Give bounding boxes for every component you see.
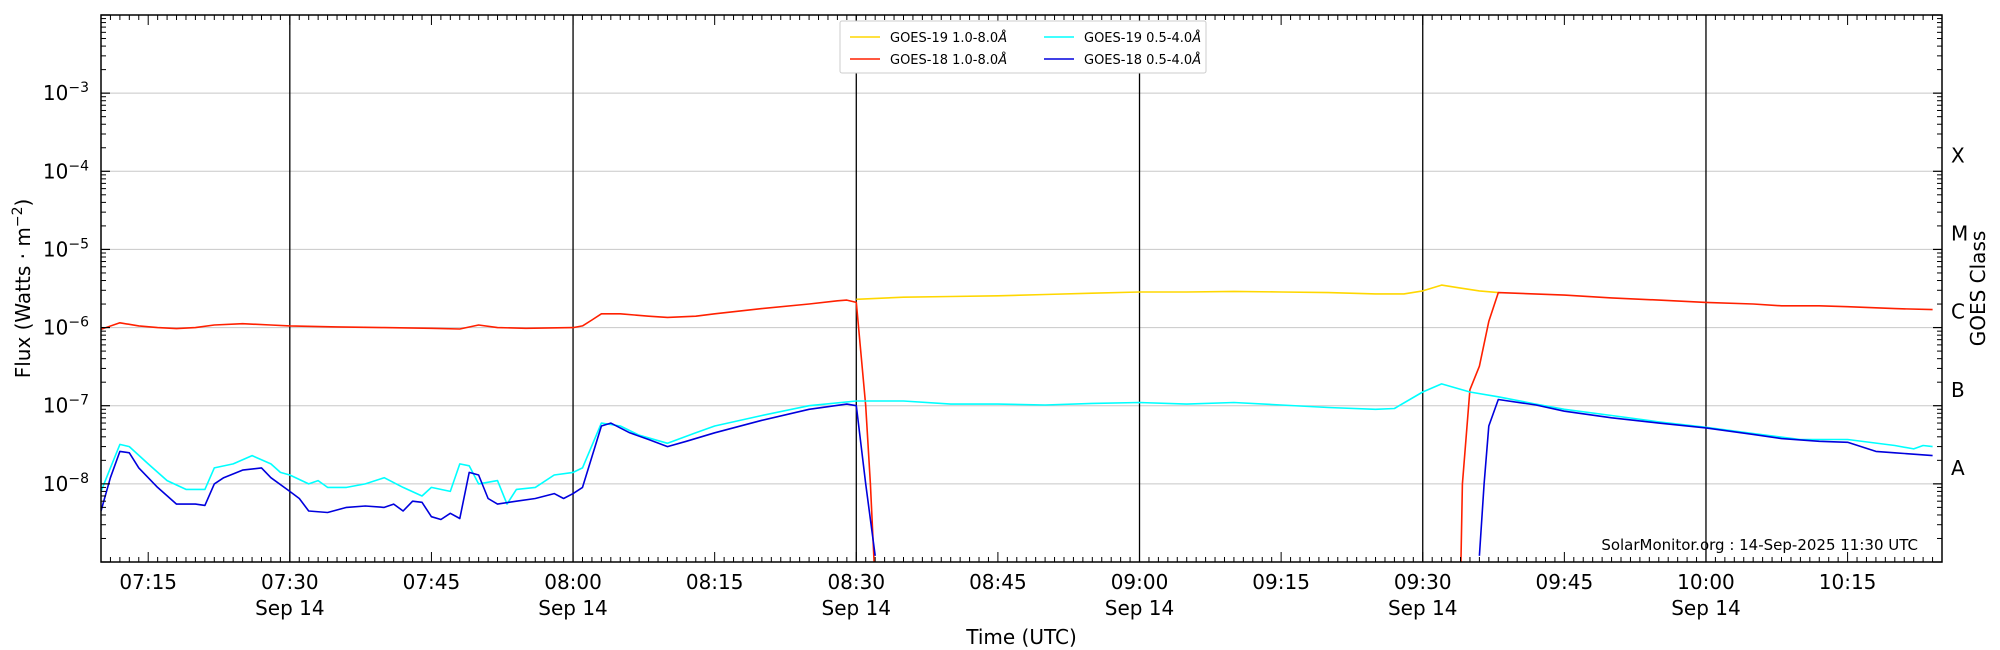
legend-label: GOES-19 0.5-4.0Å bbox=[1084, 30, 1201, 46]
x-tick-date-label: Sep 14 bbox=[1105, 596, 1175, 620]
x-tick-label: 09:45 bbox=[1536, 570, 1594, 594]
goes-class-labels: A B C M X bbox=[1951, 143, 1968, 480]
y-tick-exponent: −8 bbox=[68, 471, 89, 487]
legend-label-text: GOES-18 0.5-4.0 bbox=[1084, 53, 1192, 68]
y-tick-label: 10−3 bbox=[43, 80, 89, 105]
legend-label-text: GOES-18 1.0-8.0 bbox=[890, 53, 998, 68]
y-axis-title-close: ) bbox=[11, 199, 35, 207]
series-line bbox=[101, 383, 1933, 505]
legend-label-angstrom: Å bbox=[997, 30, 1007, 46]
x-tick-label: 07:45 bbox=[403, 570, 461, 594]
x-tick-date-label: Sep 14 bbox=[1388, 596, 1458, 620]
x-tick-date-label: Sep 14 bbox=[255, 596, 325, 620]
y-axis-title: Flux (Watts · m−2) bbox=[10, 199, 35, 379]
y-axis-ticks: 10−810−710−610−510−410−3 bbox=[43, 14, 1942, 563]
series-line bbox=[101, 299, 875, 562]
x-tick-label: 08:30 bbox=[827, 570, 885, 594]
goes-class-axis-title: GOES Class bbox=[1966, 231, 1990, 347]
grid-layer bbox=[101, 92, 1942, 485]
x-tick-label: 07:15 bbox=[119, 570, 177, 594]
y-tick-exponent: −7 bbox=[68, 393, 89, 409]
x-tick-label: 08:45 bbox=[969, 570, 1027, 594]
legend-box bbox=[839, 20, 1207, 74]
legend-label-angstrom: Å bbox=[997, 52, 1007, 68]
x-tick-label: 10:00 bbox=[1677, 570, 1735, 594]
y-tick-label: 10−8 bbox=[43, 471, 89, 496]
y-tick-base: 10 bbox=[43, 394, 68, 418]
y-tick-exponent: −6 bbox=[68, 315, 89, 331]
legend-label-angstrom: Å bbox=[1191, 30, 1201, 46]
x-tick-label: 09:00 bbox=[1111, 570, 1169, 594]
y-tick-exponent: −4 bbox=[68, 158, 89, 174]
y-tick-exponent: −5 bbox=[68, 236, 89, 252]
series-line bbox=[856, 284, 1499, 301]
goes-class-label: B bbox=[1951, 378, 1965, 402]
y-tick-base: 10 bbox=[43, 159, 68, 183]
y-tick-base: 10 bbox=[43, 472, 68, 496]
plot-frame bbox=[100, 14, 1943, 563]
x-tick-label: 10:15 bbox=[1819, 570, 1877, 594]
y-axis-title-main: Flux (Watts · m bbox=[11, 227, 35, 378]
y-tick-label: 10−4 bbox=[43, 158, 89, 183]
x-tick-label: 07:30 bbox=[261, 570, 319, 594]
legend-label: GOES-18 1.0-8.0Å bbox=[890, 52, 1007, 68]
y-tick-label: 10−6 bbox=[43, 315, 89, 340]
x-tick-date-label: Sep 14 bbox=[538, 596, 608, 620]
goes-class-label: M bbox=[1951, 221, 1968, 245]
x-tick-label: 09:30 bbox=[1394, 570, 1452, 594]
y-tick-label: 10−5 bbox=[43, 236, 89, 261]
x-tick-date-label: Sep 14 bbox=[822, 596, 892, 620]
legend-label-text: GOES-19 0.5-4.0 bbox=[1084, 31, 1192, 46]
goes-class-label: C bbox=[1951, 300, 1965, 324]
y-tick-base: 10 bbox=[43, 316, 68, 340]
vertical-time-lines bbox=[289, 15, 1707, 562]
y-tick-base: 10 bbox=[43, 81, 68, 105]
x-tick-label: 08:00 bbox=[544, 570, 602, 594]
legend-label: GOES-19 1.0-8.0Å bbox=[890, 30, 1007, 46]
x-axis-title: Time (UTC) bbox=[965, 625, 1077, 649]
y-tick-base: 10 bbox=[43, 237, 68, 261]
goes-class-label: X bbox=[1951, 143, 1965, 167]
x-tick-label: 09:15 bbox=[1252, 570, 1310, 594]
series-layer bbox=[101, 284, 1933, 562]
y-axis-title-exponent: −2 bbox=[10, 207, 26, 228]
x-tick-label: 08:15 bbox=[686, 570, 744, 594]
credit-text: SolarMonitor.org : 14-Sep-2025 11:30 UTC bbox=[1601, 536, 1918, 554]
y-tick-label: 10−7 bbox=[43, 393, 89, 418]
legend-label: GOES-18 0.5-4.0Å bbox=[1084, 52, 1201, 68]
series-line bbox=[1478, 398, 1933, 556]
y-tick-exponent: −3 bbox=[68, 80, 89, 96]
series-line bbox=[101, 403, 876, 556]
legend-label-angstrom: Å bbox=[1191, 52, 1201, 68]
legend-label-text: GOES-19 1.0-8.0 bbox=[890, 31, 998, 46]
goes-class-label: A bbox=[1951, 456, 1965, 480]
x-tick-date-label: Sep 14 bbox=[1671, 596, 1741, 620]
series-line bbox=[1460, 291, 1933, 562]
